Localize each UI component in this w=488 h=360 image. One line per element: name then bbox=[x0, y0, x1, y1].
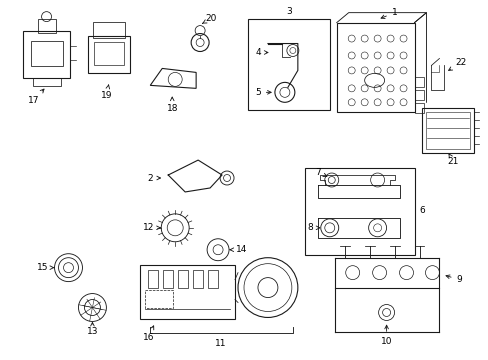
Text: 19: 19 bbox=[101, 85, 112, 100]
Bar bbox=[426, 112, 469, 149]
Bar bbox=[88, 36, 130, 73]
Text: 1: 1 bbox=[380, 8, 397, 18]
Text: 3: 3 bbox=[285, 7, 291, 16]
Bar bbox=[193, 270, 203, 288]
Bar bbox=[304, 168, 414, 255]
Bar bbox=[31, 41, 62, 67]
Bar bbox=[148, 270, 158, 288]
Text: 13: 13 bbox=[86, 323, 98, 336]
Bar bbox=[33, 78, 61, 86]
Bar bbox=[414, 77, 424, 87]
Text: 21: 21 bbox=[447, 154, 458, 166]
Bar bbox=[336, 23, 414, 112]
Bar bbox=[208, 270, 218, 288]
Bar bbox=[163, 270, 173, 288]
Text: 6: 6 bbox=[419, 206, 425, 215]
Bar bbox=[178, 270, 188, 288]
Bar bbox=[414, 103, 424, 113]
Text: 22: 22 bbox=[447, 58, 466, 71]
Text: 12: 12 bbox=[142, 223, 160, 232]
Text: 10: 10 bbox=[380, 325, 391, 346]
Bar bbox=[422, 108, 473, 153]
Text: 18: 18 bbox=[166, 97, 178, 113]
Text: 5: 5 bbox=[255, 88, 270, 97]
Bar bbox=[38, 19, 56, 32]
Text: 11: 11 bbox=[215, 339, 226, 348]
Text: 15: 15 bbox=[37, 263, 54, 272]
Text: 8: 8 bbox=[306, 223, 319, 232]
Bar bbox=[93, 22, 125, 37]
Text: 4: 4 bbox=[255, 48, 267, 57]
Text: 17: 17 bbox=[28, 89, 44, 105]
Bar bbox=[22, 31, 70, 78]
Text: 20: 20 bbox=[202, 14, 216, 23]
Bar bbox=[145, 289, 173, 307]
Text: 9: 9 bbox=[445, 275, 461, 284]
Bar bbox=[414, 90, 424, 100]
Text: 7: 7 bbox=[314, 167, 326, 176]
Bar bbox=[94, 41, 124, 66]
Bar bbox=[140, 265, 235, 319]
Text: 16: 16 bbox=[142, 326, 154, 342]
Text: 2: 2 bbox=[147, 174, 160, 183]
Bar bbox=[247, 19, 329, 110]
Text: 14: 14 bbox=[229, 245, 247, 254]
